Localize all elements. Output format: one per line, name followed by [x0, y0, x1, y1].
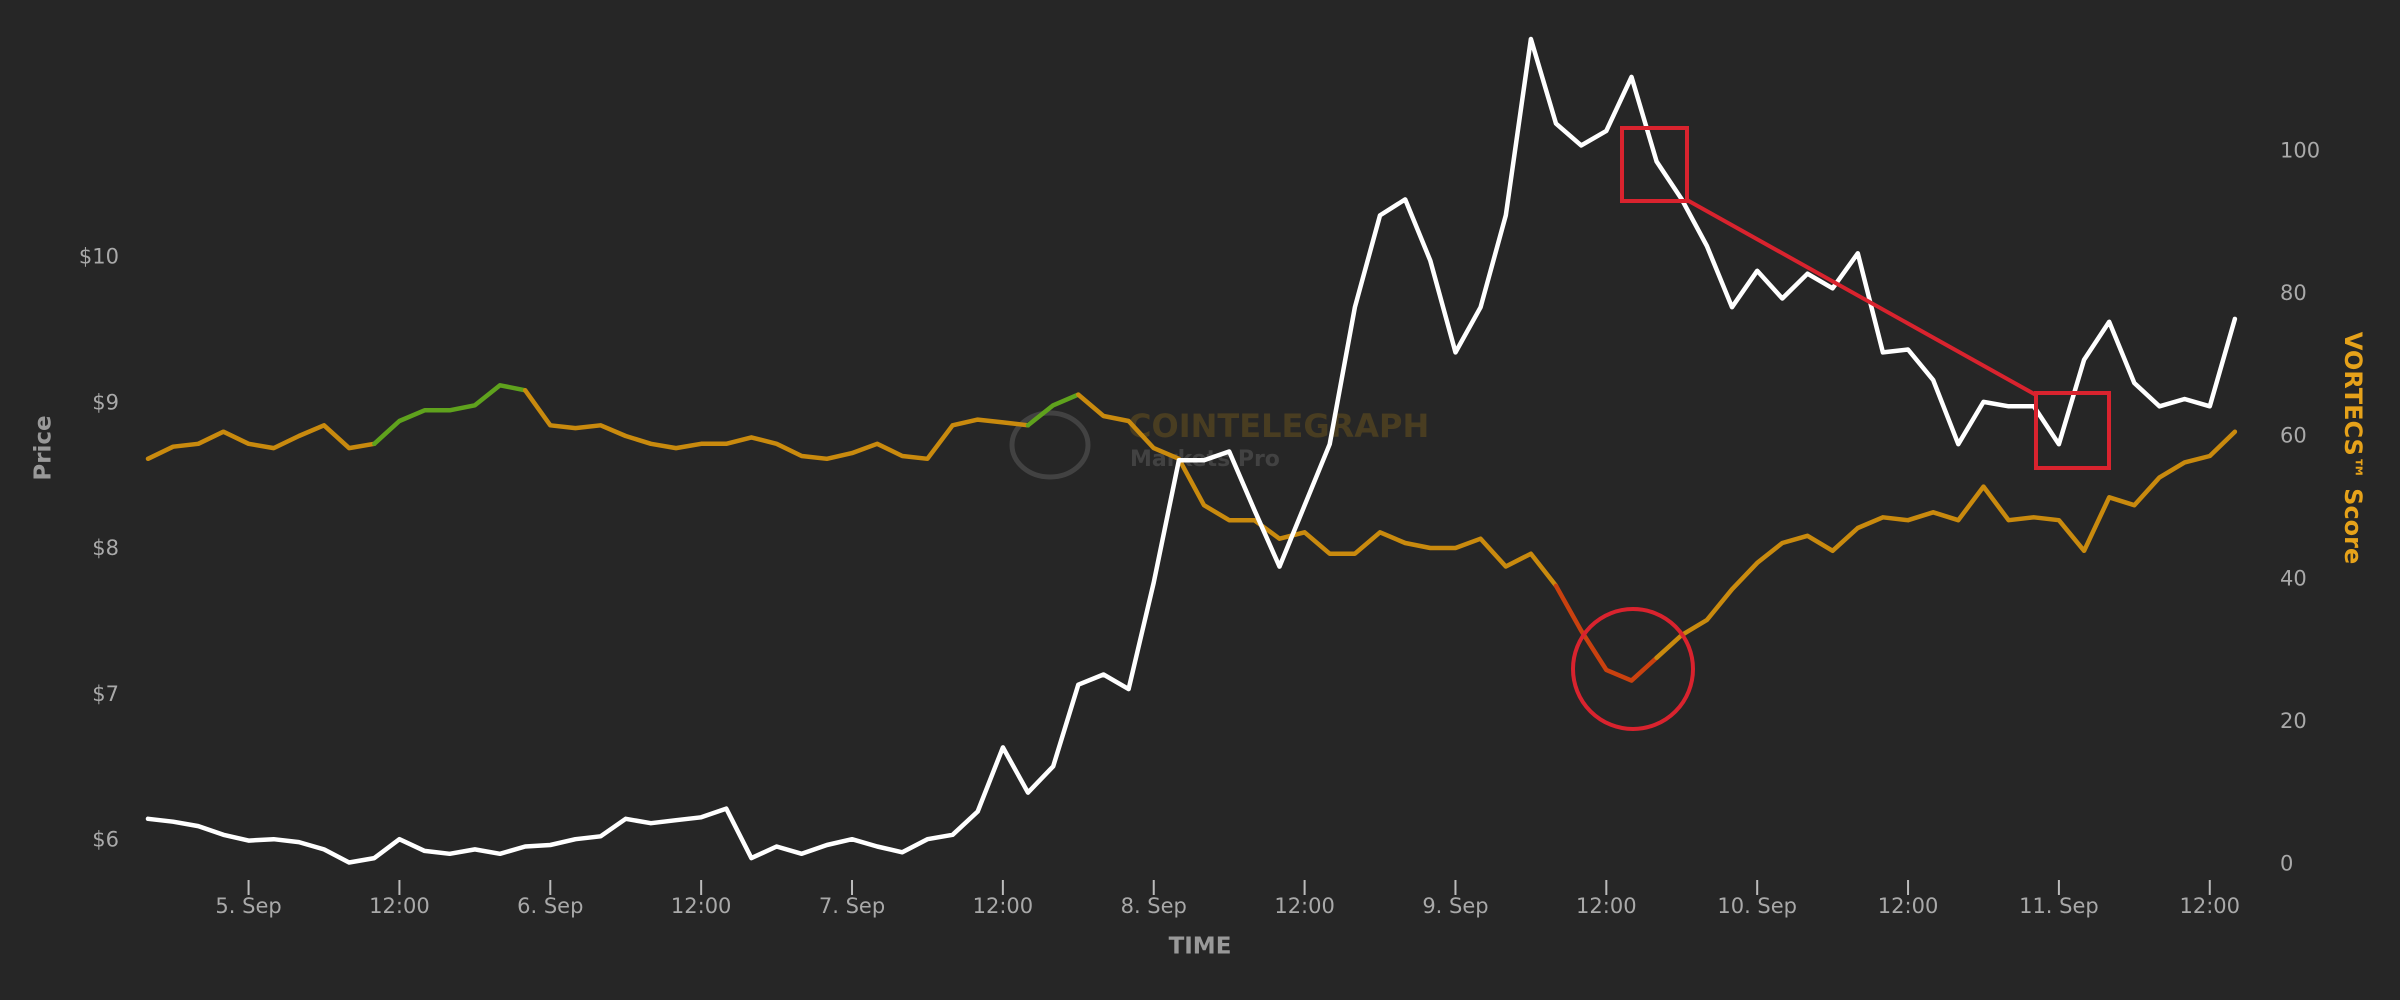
y-tick-label: $9	[92, 390, 119, 414]
y2-axis-title: VORTECS™ Score	[2339, 332, 2367, 565]
x-tick-label: 12:00	[369, 894, 430, 918]
x-tick-label: 10. Sep	[1717, 894, 1797, 918]
series-line	[145, 423, 377, 462]
y-axis-title: Price	[31, 415, 57, 480]
highlight-box	[1620, 126, 1689, 203]
x-tick-label: 5. Sep	[215, 894, 281, 918]
watermark: COINTELEGRAPH Markets Pro	[1009, 407, 1429, 480]
plot: 5. Sep 12:00 6. Sep 12:00 7. Sep 12:00 8. Sep 1…	[79, 36, 2320, 918]
series-line	[1025, 392, 1081, 428]
series-line	[522, 388, 1031, 462]
x-tick-label: 12:00	[1576, 894, 1637, 918]
trend-line	[1686, 198, 2037, 397]
watermark-logo	[1009, 410, 1091, 480]
highlight-circle	[1571, 607, 1695, 731]
y2-tick-label: 20	[2280, 709, 2307, 733]
series-line	[1553, 583, 1659, 683]
y2-tick-label: 100	[2280, 138, 2320, 162]
y2-tick-label: 60	[2280, 424, 2307, 448]
highlight-box	[2034, 391, 2111, 470]
x-tick-label: 12:00	[973, 894, 1034, 918]
y2-tick-label: 80	[2280, 281, 2307, 305]
x-tick-label: 12:00	[1274, 894, 1335, 918]
y2-tick-label: 0	[2280, 852, 2293, 876]
x-tick-label: 12:00	[2180, 894, 2241, 918]
x-axis-title: TIME	[1169, 934, 1232, 960]
x-tick-label: 9. Sep	[1422, 894, 1488, 918]
y-tick-label: $10	[79, 245, 119, 269]
y-tick-label: $7	[92, 682, 119, 706]
series-line	[1076, 392, 1559, 589]
x-tick-label: 11. Sep	[2019, 894, 2099, 918]
x-tick-label: 7. Sep	[819, 894, 885, 918]
x-tick-label: 12:00	[671, 894, 732, 918]
series-line	[1654, 429, 2238, 661]
x-tick-label: 6. Sep	[517, 894, 583, 918]
y2-tick-label: 40	[2280, 566, 2307, 590]
watermark-title: COINTELEGRAPH	[1128, 407, 1429, 445]
y-tick-label: $8	[92, 536, 119, 560]
y-tick-label: $6	[92, 828, 119, 852]
series-line	[145, 36, 2238, 865]
annotations	[1571, 126, 2111, 731]
series-line	[372, 383, 528, 447]
x-tick-label: 8. Sep	[1121, 894, 1187, 918]
x-tick-label: 12:00	[1878, 894, 1939, 918]
